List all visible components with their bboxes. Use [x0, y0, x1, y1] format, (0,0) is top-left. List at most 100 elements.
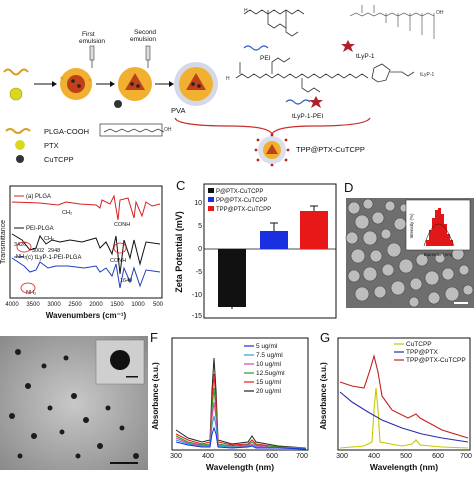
svg-text:-5: -5	[196, 269, 202, 276]
zeta-ylabel: Zeta Potential (mV)	[174, 211, 184, 293]
pva-coated-particle	[174, 62, 218, 106]
ftir-trace-plga	[11, 194, 161, 221]
svg-text:Intensity (%): Intensity (%)	[409, 213, 414, 239]
svg-text:10: 10	[194, 200, 202, 207]
ftir-label-plga: (a) PLGA	[26, 194, 51, 200]
uv-trace-10	[175, 401, 306, 449]
synthesis-scheme: First emulsion Second emulsion PVA H PEI…	[3, 5, 444, 167]
ftir-trace-pei-plga	[11, 233, 161, 275]
tlyp1-star-icon	[341, 40, 355, 52]
svg-text:2000: 2000	[89, 302, 103, 308]
uv-g-trace-tpp-ptx-cutcpp	[339, 353, 469, 439]
svg-text:-15: -15	[192, 313, 202, 320]
ftir-label-pei-plga: PEI-PLGA	[26, 226, 54, 232]
svg-text:5: 5	[198, 223, 202, 230]
svg-text:700: 700	[460, 453, 472, 460]
cutcpp-legend-icon	[16, 155, 24, 163]
uvvis-ylabel: Absorbance (a.u.)	[151, 362, 160, 430]
plga-chain-icon	[3, 68, 29, 76]
svg-text:700: 700	[296, 453, 308, 460]
svg-text:OH: OH	[164, 127, 172, 133]
svg-text:H: H	[244, 8, 248, 14]
svg-text:300: 300	[336, 453, 348, 460]
uv-legend-7: 7.5 ug/ml	[256, 352, 283, 359]
first-emulsion-label: First	[82, 31, 95, 38]
panel-g-uvvis: G Absorbance (a.u.) CuTCPP TPP@PTX TPP@P…	[312, 330, 474, 474]
ftir-trace-tlyp1-pei-plga	[11, 257, 161, 289]
legend-ptx: PTX	[44, 141, 59, 150]
svg-text:300: 300	[170, 453, 182, 460]
tlyp1-structure	[349, 5, 435, 39]
svg-text:400: 400	[368, 453, 380, 460]
svg-text:2948: 2948	[48, 248, 60, 254]
panel-letter-d: D	[344, 180, 353, 195]
second-emulsion-label: Second	[134, 29, 156, 36]
svg-text:CONH: CONH	[114, 222, 130, 228]
svg-text:NH₂: NH₂	[16, 254, 26, 260]
ftir-ylabel: Transmittance	[0, 220, 7, 264]
svg-text:3000: 3000	[47, 302, 61, 308]
uv-g-trace-cutcpp	[339, 387, 469, 449]
uv-legend-10: 10 ug/ml	[256, 361, 281, 368]
panel-f-uvvis: F Absorbance (a.u.) 5 ug/ml 7.5 ug/ml 10…	[148, 330, 312, 474]
svg-text:500: 500	[400, 453, 412, 460]
uv-trace-20	[175, 357, 307, 449]
emulsion-particle-1	[60, 68, 92, 100]
svg-text:CONH: CONH	[110, 258, 126, 264]
uv-trace-15	[175, 373, 307, 449]
svg-text:400: 400	[202, 453, 214, 460]
svg-text:500: 500	[234, 453, 246, 460]
tlyp1-label: tLyP-1	[356, 53, 375, 60]
ptx-legend-icon	[15, 140, 25, 150]
svg-text:0: 0	[198, 246, 202, 253]
svg-text:NH₂: NH₂	[26, 290, 36, 296]
ptx-sphere-icon	[9, 87, 23, 101]
assembly-brace	[174, 117, 371, 136]
panel-d-sem: D Intensity (%) Diameter (nm)	[342, 178, 474, 326]
emulsion-particle-2	[118, 67, 152, 101]
panel-letter-c: C	[176, 178, 185, 193]
svg-text:H: H	[226, 76, 230, 82]
zeta-bar-tpp	[300, 211, 328, 249]
uv-g-legend-tpp-ptx: TPP@PTX	[406, 349, 439, 356]
svg-text:1500: 1500	[110, 302, 124, 308]
tlyp1-pei-structure	[235, 57, 415, 93]
uv-legend-15: 15 ug/ml	[256, 379, 281, 386]
uvvis-g-ylabel: Absorbance (a.u.)	[319, 362, 328, 430]
zeta-bar-p	[218, 249, 246, 307]
svg-text:600: 600	[266, 453, 278, 460]
zeta-legend-tpp: TPP@PTX-CuTCPP	[216, 207, 271, 213]
uv-g-trace-tpp-ptx	[339, 391, 469, 443]
tem-scale-bar	[110, 462, 138, 464]
product-label: TPP@PTX-CuTCPP	[296, 145, 365, 154]
panel-letter-f: F	[150, 330, 158, 345]
ftir-xlabel: Wavenumbers (cm⁻¹)	[46, 311, 127, 320]
uv-legend-20: 20 ug/ml	[256, 388, 281, 395]
svg-text:2500: 2500	[68, 302, 82, 308]
svg-text:1000: 1000	[131, 302, 145, 308]
panel-e-tem	[0, 336, 148, 470]
panel-b-ftir: Transmittance (a) PLGA PEI-PLGA (c) tLyP…	[0, 178, 172, 326]
scale-bar	[454, 302, 468, 304]
svg-text:3002: 3002	[32, 248, 44, 254]
uv-trace-5	[175, 426, 307, 450]
svg-text:4000: 4000	[5, 302, 19, 308]
ftir-label-tlyp1: (c) tLyP-1-PEI-PLGA	[26, 255, 81, 261]
uvvis-xlabel: Wavelength (nm)	[206, 462, 274, 472]
uv-legend-5: 5 ug/ml	[256, 343, 278, 350]
svg-text:600: 600	[432, 453, 444, 460]
zeta-legend-p: P@PTX-CuTCPP	[216, 189, 263, 195]
svg-text:-10: -10	[192, 292, 202, 299]
tlyp1-pei-label: tLyP-1-PEI	[292, 113, 323, 120]
svg-text:1649: 1649	[120, 278, 132, 284]
uvvis-g-xlabel: Wavelength (nm)	[370, 462, 438, 472]
uv-g-legend-tpp-ptx-cutcpp: TPP@PTX-CuTCPP	[406, 357, 466, 364]
svg-text:Diameter (nm): Diameter (nm)	[424, 252, 453, 257]
pva-label: PVA	[171, 106, 185, 115]
uv-legend-12: 12.5ug/ml	[256, 370, 285, 377]
svg-text:emulsion: emulsion	[79, 38, 105, 45]
panel-c-zeta: C Zeta Potential (mV) 10 5 0 -5 -10 -15 …	[172, 178, 342, 326]
svg-text:CH₂: CH₂	[62, 210, 72, 216]
svg-text:tLyP-1: tLyP-1	[420, 72, 434, 78]
svg-text:OH: OH	[436, 10, 444, 16]
